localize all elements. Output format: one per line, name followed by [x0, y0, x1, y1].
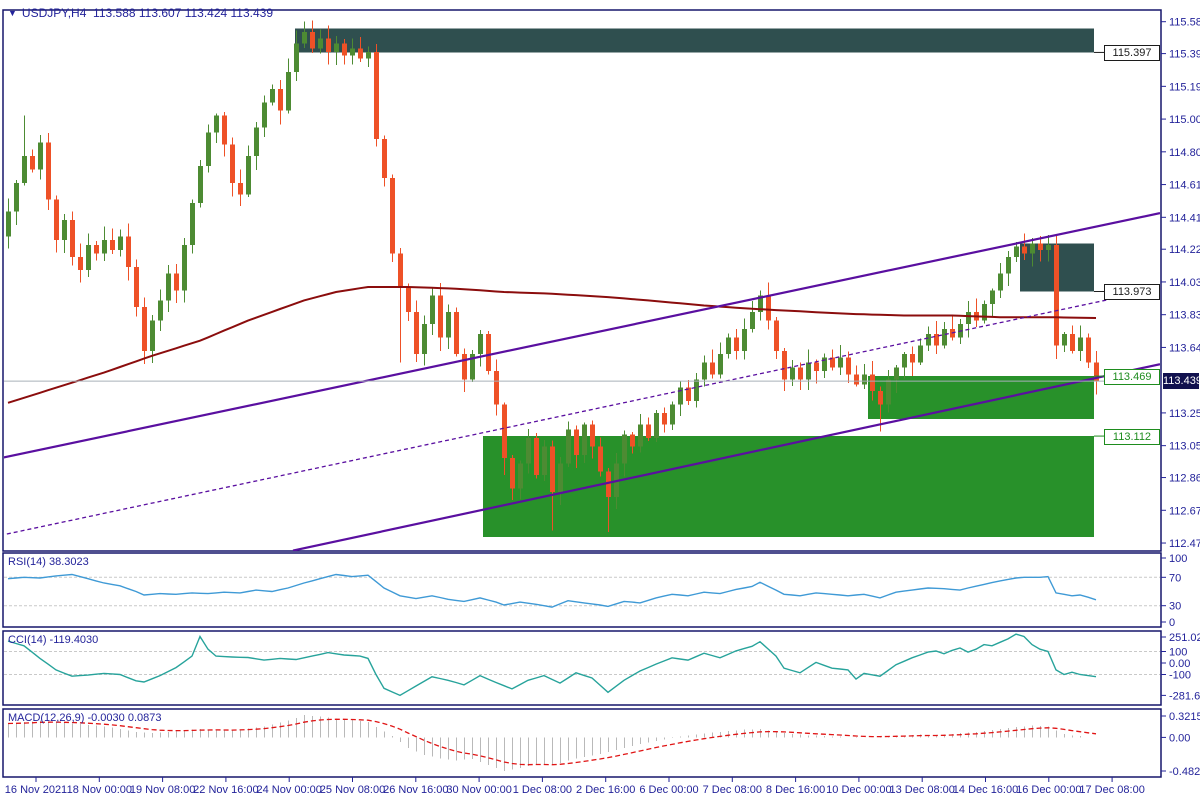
svg-text:115.580: 115.580 [1169, 17, 1200, 29]
cci-indicator-label: CCI(14) -119.4030 [8, 634, 99, 646]
svg-text:70: 70 [1169, 572, 1181, 584]
chart-title-bar: ▼ USDJPY,H4 113.588 113.607 113.424 113.4… [8, 5, 273, 21]
svg-text:6 Dec 00:00: 6 Dec 00:00 [639, 784, 698, 796]
svg-text:2 Dec 16:00: 2 Dec 16:00 [576, 784, 635, 796]
svg-text:115.195: 115.195 [1169, 81, 1200, 93]
svg-text:8 Dec 16:00: 8 Dec 16:00 [766, 784, 825, 796]
macd-indicator-label: MACD(12,26,9) -0.0030 0.0873 [8, 712, 162, 724]
svg-text:24 Nov 00:00: 24 Nov 00:00 [256, 784, 321, 796]
svg-text:10 Dec 00:00: 10 Dec 00:00 [826, 784, 891, 796]
svg-text:112.865: 112.865 [1169, 473, 1200, 485]
svg-text:112.670: 112.670 [1169, 505, 1200, 517]
svg-text:115.000: 115.000 [1169, 114, 1200, 126]
svg-text:16 Dec 00:00: 16 Dec 00:00 [1016, 784, 1081, 796]
svg-text:100: 100 [1169, 553, 1187, 565]
price-level-label: 113.973 [1104, 284, 1160, 300]
price-level-label: 115.397 [1104, 44, 1160, 61]
current-price-badge: 113.439 [1163, 373, 1200, 390]
svg-text:-0.4826: -0.4826 [1169, 766, 1200, 778]
svg-text:100: 100 [1169, 647, 1187, 659]
svg-text:26 Nov 16:00: 26 Nov 16:00 [383, 784, 448, 796]
svg-text:0.3215: 0.3215 [1169, 711, 1200, 723]
svg-text:18 Nov 00:00: 18 Nov 00:00 [67, 784, 132, 796]
svg-text:113.640: 113.640 [1169, 342, 1200, 354]
svg-text:0.00: 0.00 [1169, 732, 1190, 744]
svg-text:113.055: 113.055 [1169, 441, 1200, 453]
price-level-label: 113.112 [1104, 428, 1160, 445]
svg-text:113.835: 113.835 [1169, 310, 1200, 322]
svg-text:7 Dec 08:00: 7 Dec 08:00 [703, 784, 762, 796]
svg-text:22 Nov 16:00: 22 Nov 16:00 [193, 784, 258, 796]
svg-text:1 Dec 08:00: 1 Dec 08:00 [513, 784, 572, 796]
svg-text:19 Nov 08:00: 19 Nov 08:00 [130, 784, 195, 796]
svg-text:25 Nov 08:00: 25 Nov 08:00 [320, 784, 385, 796]
svg-text:113.250: 113.250 [1169, 408, 1200, 420]
svg-text:-100: -100 [1169, 670, 1191, 682]
price-level-label: 113.469 [1104, 368, 1160, 385]
svg-text:30: 30 [1169, 601, 1181, 613]
svg-text:112.475: 112.475 [1169, 538, 1200, 550]
svg-text:17 Dec 08:00: 17 Dec 08:00 [1079, 784, 1144, 796]
rsi-indicator-label: RSI(14) 38.3023 [8, 556, 89, 568]
svg-text:251.0207: 251.0207 [1169, 632, 1200, 644]
svg-text:0.00: 0.00 [1169, 658, 1190, 670]
svg-text:0: 0 [1169, 617, 1175, 629]
svg-text:114.415: 114.415 [1169, 212, 1200, 224]
chart-title: USDJPY,H4 113.588 113.607 113.424 113.43… [21, 6, 274, 20]
svg-text:14 Dec 16:00: 14 Dec 16:00 [953, 784, 1018, 796]
svg-text:-281.6121: -281.6121 [1169, 690, 1200, 702]
svg-text:114.030: 114.030 [1169, 277, 1200, 289]
svg-text:13 Dec 08:00: 13 Dec 08:00 [889, 784, 954, 796]
svg-text:114.225: 114.225 [1169, 244, 1200, 256]
svg-text:114.610: 114.610 [1169, 180, 1200, 192]
svg-text:114.805: 114.805 [1169, 147, 1200, 159]
svg-text:115.390: 115.390 [1169, 49, 1200, 61]
svg-text:16 Nov 2021: 16 Nov 2021 [5, 784, 67, 796]
svg-text:30 Nov 00:00: 30 Nov 00:00 [446, 784, 511, 796]
symbol-dropdown-icon[interactable]: ▼ [8, 8, 17, 18]
